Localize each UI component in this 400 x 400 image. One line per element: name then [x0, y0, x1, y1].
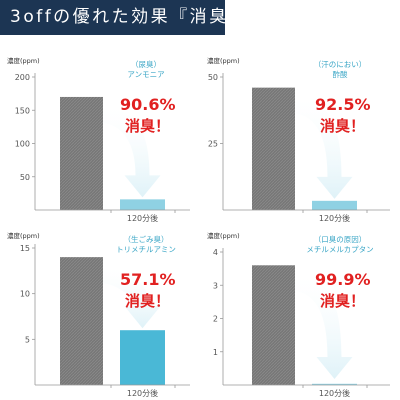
y-tick-label: 5 — [25, 335, 30, 344]
y-tick-label: 3 — [213, 281, 218, 290]
y-axis-label: 濃度(ppm) — [207, 57, 240, 65]
after-bar — [312, 383, 357, 385]
chart-plot: 5 10 15 120分後 — [20, 244, 190, 398]
page-title: 3offの優れた効果『消臭』 — [0, 0, 225, 35]
reduction-percent: 99.9% — [315, 270, 371, 289]
before-bar — [60, 96, 103, 210]
y-tick-label: 4 — [213, 248, 218, 257]
x-tick-label: 120分後 — [127, 388, 158, 398]
acetic-acid-chart-panel: 濃度(ppm) （汗のにおい） 酢酸 25 50 120分後 92.5% 消臭！ — [205, 55, 395, 225]
deodorize-label: 消臭！ — [125, 292, 171, 310]
deodorize-label: 消臭！ — [320, 292, 366, 310]
y-tick-label: 50 — [208, 73, 218, 82]
y-tick-label: 50 — [20, 173, 30, 182]
decrease-arrow — [295, 275, 353, 379]
decrease-arrow — [103, 267, 161, 329]
chart-plot: 1 2 3 4 120分後 — [213, 248, 390, 398]
y-tick-label: 15 — [20, 244, 30, 253]
y-tick-label: 2 — [213, 315, 218, 324]
odor-type-label: （生ごみ臭） — [123, 235, 169, 244]
y-axis-label: 濃度(ppm) — [7, 232, 40, 240]
substance-label: 酢酸 — [332, 70, 348, 79]
ammonia-chart-panel: 濃度(ppm) （尿臭） アンモニア 50 100 150 200 120分後 90.6… — [5, 55, 195, 225]
after-bar — [120, 199, 165, 210]
y-axis-label: 濃度(ppm) — [207, 232, 240, 240]
y-axis-label: 濃度(ppm) — [7, 57, 40, 65]
reduction-percent: 57.1% — [120, 270, 176, 289]
after-bar — [120, 330, 165, 385]
chart-plot: 50 100 150 200 120分後 — [15, 73, 190, 223]
deodorize-label: 消臭！ — [125, 117, 171, 135]
deodorize-label: 消臭！ — [320, 117, 366, 135]
before-bar — [60, 257, 103, 385]
y-tick-label: 25 — [208, 140, 218, 149]
trimethylamine-chart-panel: 濃度(ppm) （生ごみ臭） トリメチルアミン 5 10 15 120分後 57.1%… — [5, 230, 195, 400]
reduction-percent: 92.5% — [315, 95, 371, 114]
after-bar — [312, 200, 357, 210]
y-tick-label: 1 — [213, 348, 218, 357]
methyl-mercaptan-chart-panel: 濃度(ppm) （口臭の原因） メチルメルカプタン 1 2 3 4 120分後 99.9… — [205, 230, 395, 400]
substance-label: トリメチルアミン — [116, 245, 176, 254]
before-bar — [252, 87, 295, 210]
x-tick-label: 120分後 — [319, 213, 350, 223]
substance-label: メチルメルカプタン — [306, 245, 374, 254]
x-tick-label: 120分後 — [127, 213, 158, 223]
chart-plot: 25 50 120分後 — [208, 73, 390, 223]
odor-type-label: （尿臭） — [131, 60, 161, 69]
decrease-arrow — [103, 106, 161, 198]
substance-label: アンモニア — [127, 70, 165, 79]
y-tick-label: 200 — [15, 73, 30, 82]
y-tick-label: 150 — [15, 106, 30, 115]
decrease-arrow — [295, 97, 353, 199]
y-tick-label: 100 — [15, 140, 30, 149]
y-tick-label: 10 — [20, 290, 30, 299]
x-tick-label: 120分後 — [319, 388, 350, 398]
odor-type-label: （汗のにおい） — [313, 60, 367, 69]
odor-type-label: （口臭の原因） — [313, 235, 367, 244]
before-bar — [252, 265, 295, 385]
reduction-percent: 90.6% — [120, 95, 176, 114]
